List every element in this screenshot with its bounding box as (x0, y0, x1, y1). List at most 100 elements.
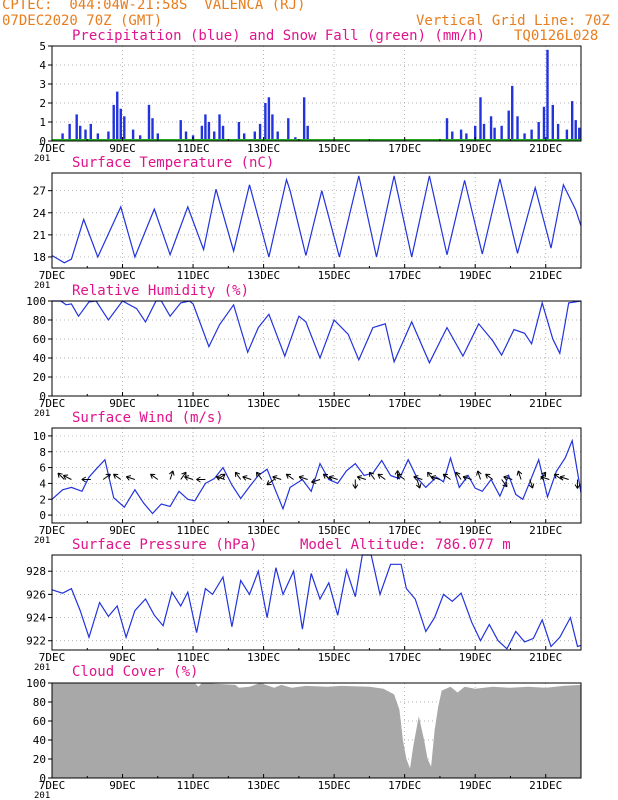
precip-bar (96, 133, 100, 141)
precip-xtick-label: 15DEC (318, 142, 351, 155)
wind-arrow-head (368, 471, 374, 477)
precip-xtick-label: 21DEC (529, 142, 562, 155)
precip-bar (302, 97, 306, 141)
wind-arrow (431, 476, 441, 480)
wind-arrow-head (427, 471, 433, 477)
precip-bar (500, 125, 503, 141)
precip-bar (542, 106, 546, 141)
wind-arrow-head (150, 473, 156, 479)
wind-ytick-label: 10 (33, 430, 46, 443)
humidity-ytick-label: 40 (33, 352, 46, 365)
cloud-ytick-label: 60 (33, 715, 46, 728)
wind-arrow-head (215, 475, 221, 481)
precip-xtick-label: 17DEC (388, 142, 421, 155)
wind-arrow (357, 476, 367, 480)
temperature-ytick-label: 24 (33, 207, 47, 220)
humidity-xtick-label: 15DEC (318, 397, 351, 410)
precip-bar (61, 133, 64, 141)
wind-arrow (266, 479, 275, 486)
precip-bar (516, 116, 519, 141)
cloud-xtick-label: 21DEC (529, 779, 562, 792)
precip-bar (79, 125, 82, 141)
precip-bar (207, 122, 211, 141)
wind-arrow (217, 473, 226, 480)
precip-bar (200, 125, 204, 141)
wind-arrow (113, 473, 122, 480)
wind-arrow-head (574, 484, 581, 489)
precip-bar (243, 133, 246, 141)
wind-arrow-head (285, 473, 292, 479)
wind-arrow (242, 476, 252, 480)
wind-arrow-head (396, 473, 403, 479)
precip-bar (565, 129, 569, 141)
precip-bar (68, 123, 71, 141)
humidity-ytick-label: 60 (33, 333, 46, 346)
cloud-xtick-label: 19DEC (459, 779, 492, 792)
wind-arrow (368, 471, 376, 480)
humidity-ytick-label: 80 (33, 314, 46, 327)
precip-bar (75, 114, 78, 141)
precip-bar (151, 118, 154, 141)
precip-bar (204, 114, 207, 141)
precip-bar (264, 103, 267, 141)
precip-bar (489, 116, 493, 141)
wind-xtick-label: 13DEC (247, 524, 280, 537)
cloud-xtick-label: 13DEC (247, 779, 280, 792)
wind-arrow-head (476, 470, 482, 476)
precip-year-label: 201 (34, 154, 50, 164)
pressure-line (51, 554, 582, 650)
humidity-line (52, 300, 582, 365)
wind-arrow (57, 472, 65, 480)
cloud-ytick-label: 0 (39, 772, 46, 785)
precip-bar (258, 123, 262, 141)
wind-arrow-head (541, 471, 547, 477)
wind-arrow (180, 471, 187, 480)
wind-ytick-label: 4 (39, 477, 46, 490)
precip-bar (306, 125, 309, 141)
pressure-ytick-label: 926 (26, 588, 46, 601)
wind-arrow (442, 473, 451, 480)
pressure-xtick-label: 21DEC (529, 651, 562, 664)
pressure-xtick-label: 9DEC (109, 651, 136, 664)
precip-bar (112, 104, 115, 141)
cloud-ytick-label: 80 (33, 696, 46, 709)
precip-ytick-label: 5 (39, 40, 46, 53)
wind-arrow (397, 473, 405, 480)
wind-arrow-head (485, 473, 491, 479)
temperature-xtick-label: 13DEC (247, 269, 280, 282)
wind-arrow-head (220, 473, 226, 479)
precip-bar (465, 133, 468, 141)
wind-arrow-head (272, 475, 278, 481)
wind-arrow (311, 479, 321, 483)
temperature-title: Surface Temperature (nC) (72, 155, 275, 171)
wind-arrow-head (256, 471, 262, 477)
wind-line (51, 438, 582, 515)
precip-bar (451, 131, 454, 141)
wind-arrow (63, 474, 72, 480)
precip-xtick-label: 11DEC (177, 142, 210, 155)
wind-arrow-head (81, 476, 87, 483)
wind-arrow-head (196, 476, 201, 483)
precip-bar (482, 123, 486, 141)
pressure-xtick-label: 19DEC (459, 651, 492, 664)
pressure-frame (51, 554, 582, 651)
pressure-ytick-label: 924 (26, 612, 46, 625)
wind-arrow-head (311, 478, 317, 484)
humidity-ytick-label: 100 (26, 295, 46, 308)
wind-arrow-head (394, 470, 401, 475)
precip-bar (556, 123, 560, 141)
wind-arrow-head (168, 470, 175, 476)
wind-arrow-head (442, 473, 448, 479)
wind-arrow (328, 476, 338, 480)
wind-arrow-head (242, 475, 248, 481)
pressure-xtick-label: 15DEC (318, 651, 351, 664)
pressure-ytick-label: 928 (26, 565, 46, 578)
precip-bar (116, 91, 119, 141)
temperature-ytick-label: 27 (33, 185, 46, 198)
wind-arrow-head (328, 475, 334, 481)
precip-title: Precipitation (blue) and Snow Fall (gree… (72, 28, 486, 44)
temperature-xtick-label: 17DEC (388, 269, 421, 282)
station-header: CPTEC: 044:04W-21:58S VALENCA (RJ) (2, 0, 306, 13)
wind-arrow (150, 473, 159, 480)
